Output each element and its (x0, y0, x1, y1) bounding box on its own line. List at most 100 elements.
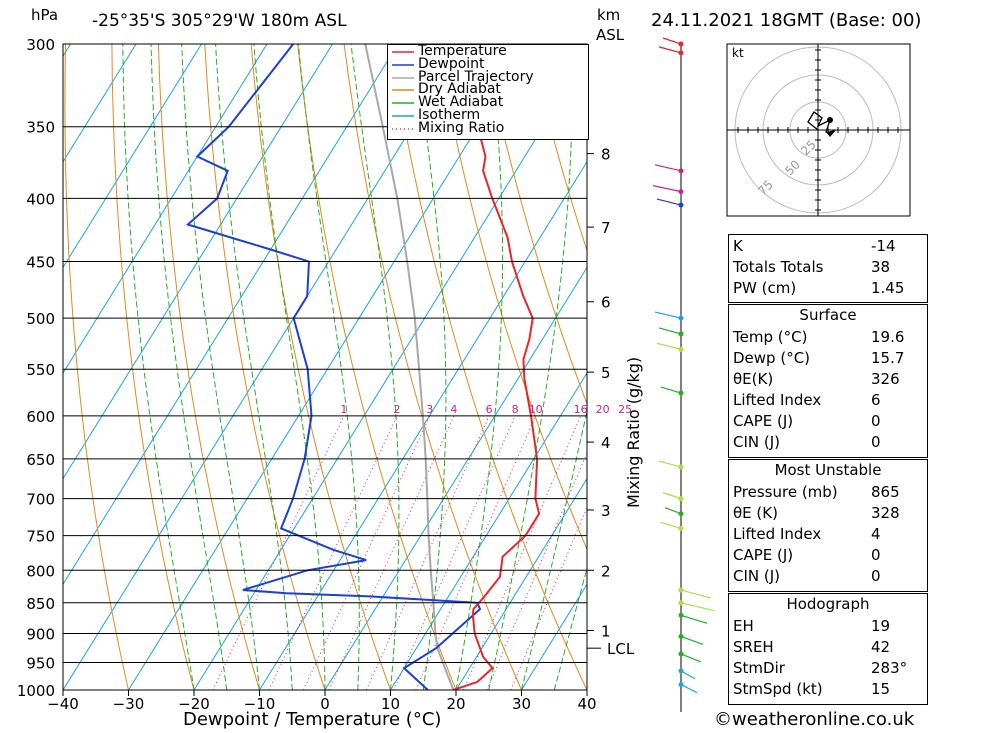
isotherm-line (0, 44, 5, 690)
temp-tick-label: −30 (113, 695, 145, 713)
pressure-tick-label: 750 (26, 528, 55, 546)
legend-swatch (392, 102, 414, 104)
legend-label: Dry Adiabat (418, 81, 501, 98)
index-row: EH 19 (729, 616, 927, 637)
wind-barb-dot (678, 633, 684, 639)
dewpoint-profile-line (185, 44, 482, 690)
index-row: Pressure (mb) 865 (729, 482, 927, 503)
wind-barb (660, 521, 682, 530)
pressure-tick-label: 850 (26, 595, 55, 613)
wind-barb (652, 185, 682, 193)
index-value: 6 (871, 391, 881, 409)
mixing-ratio-line (510, 505, 587, 690)
index-row: θE (K) 328 (729, 503, 927, 524)
pressure-tick-label: 550 (26, 361, 55, 379)
pressure-tick-label: 350 (26, 119, 55, 137)
km-tick-label: 8 (601, 146, 611, 164)
km-tick-label: 2 (601, 562, 611, 580)
surface-title: Surface (799, 306, 857, 324)
wind-barb-dot (678, 331, 684, 337)
wind-barb (680, 614, 708, 624)
km-tick-label: 3 (601, 502, 611, 520)
wet-adiabat-line (253, 44, 326, 690)
index-label: CIN (J) (733, 433, 781, 451)
index-label: PW (cm) (733, 279, 797, 297)
most-unstable-title: Most Unstable (774, 461, 882, 479)
wet-adiabat-line (413, 44, 447, 690)
index-value: 326 (871, 370, 900, 388)
index-row: θE(K) 326 (729, 369, 927, 390)
index-label: Lifted Index (733, 391, 822, 409)
copyright-link[interactable]: ©weatheronline.co.uk (714, 709, 915, 730)
indices-table: K -14 Totals Totals 38 PW (cm) 1.45 (729, 236, 927, 299)
index-label: Pressure (mb) (733, 483, 838, 501)
index-row: PW (cm) 1.45 (729, 278, 927, 299)
wind-barb (680, 635, 704, 646)
legend-label: Isotherm (418, 106, 481, 123)
wind-barb (658, 460, 682, 468)
index-row: StmDir 283° (729, 658, 927, 679)
hodograph-unit: kt (732, 46, 744, 60)
wet-adiabat-line (553, 566, 587, 690)
index-value: 15 (871, 680, 891, 698)
km-tick-label: 4 (601, 434, 611, 452)
mixing-ratio-line (303, 415, 431, 690)
hodograph-stats-box: Hodograph EH 19 SREH 42 StmDir 283° StmSpd (kt… (728, 593, 928, 705)
wind-barb-dot (678, 50, 684, 56)
index-value: 328 (871, 504, 900, 522)
index-value: 19.6 (871, 328, 905, 346)
legend-item: Dewpoint (388, 55, 588, 72)
index-value: -14 (871, 237, 896, 255)
wind-barb-dot (678, 41, 684, 47)
dry-adiabat-line (482, 44, 587, 406)
temp-tick-label: −20 (178, 695, 210, 713)
temp-tick-label: 30 (512, 695, 531, 713)
index-value: 42 (871, 638, 891, 656)
index-value: 38 (871, 258, 891, 276)
wind-barb-dot (678, 189, 684, 195)
isotherm-line (455, 477, 587, 690)
dry-adiabat-line (529, 44, 587, 252)
mixing-ratio-line (463, 415, 582, 690)
index-value: 0 (871, 412, 881, 430)
legend-swatch (392, 63, 414, 66)
mixing-ratio-label: 6 (486, 403, 493, 416)
dry-adiabat-line (111, 44, 195, 690)
legend-label: Temperature (418, 43, 507, 59)
index-label: Lifted Index (733, 525, 822, 543)
wind-barb-dot (678, 525, 684, 531)
wind-barb (680, 589, 712, 599)
legend-label: Dewpoint (418, 55, 485, 72)
index-value: 0 (871, 433, 881, 451)
legend-swatch (392, 51, 414, 53)
lcl-label: LCL (607, 640, 635, 658)
index-label: CIN (J) (733, 567, 781, 585)
index-label: Dewp (°C) (733, 349, 811, 367)
index-label: θE (K) (733, 504, 778, 522)
wind-barb-dot (678, 168, 684, 174)
legend-label: Parcel Trajectory (418, 68, 534, 85)
wet-adiabat-line (181, 44, 260, 690)
surface-box: Surface Temp (°C) 19.6 Dewp (°C) 15.7 θE(K) 3… (728, 304, 928, 458)
mixing-ratio-line (365, 415, 490, 690)
most-unstable-table: Pressure (mb) 865 θE (K) 328 Lifted Index 4 CA… (729, 482, 927, 587)
isotherm-line (63, 44, 202, 269)
wind-barb (680, 653, 702, 663)
km-tick-label: 6 (601, 294, 611, 312)
wind-barb-dot (678, 496, 684, 502)
mixing-ratio-axis-title: Mixing Ratio (g/kg) (624, 356, 643, 508)
wet-adiabat-line (297, 44, 360, 690)
pressure-tick-label: 450 (26, 254, 55, 272)
wind-barb-dot (678, 587, 684, 593)
isotherm-line (63, 44, 399, 586)
index-row: CIN (J) 0 (729, 432, 927, 453)
wind-barb-dot (678, 202, 684, 208)
most-unstable-box: Most Unstable Pressure (mb) 865 θE (K) 328 L… (728, 459, 928, 592)
legend-label: Mixing Ratio (418, 119, 505, 136)
legend-swatch (392, 127, 414, 130)
km-label: km (597, 6, 621, 24)
legend-label: Wet Adiabat (418, 94, 504, 111)
index-label: Totals Totals (733, 258, 824, 276)
isotherm-line (324, 266, 587, 690)
